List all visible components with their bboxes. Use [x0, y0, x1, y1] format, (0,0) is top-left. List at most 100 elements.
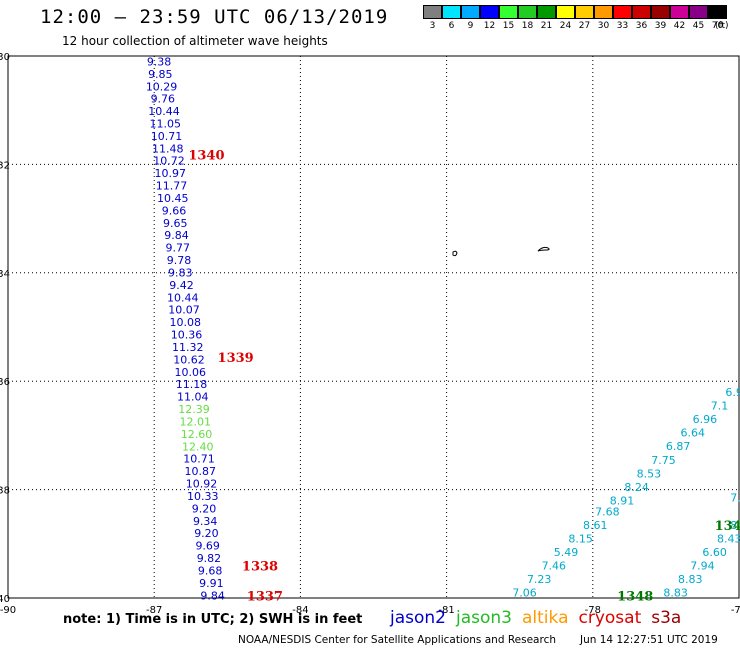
pass-number-label: 1348	[617, 589, 653, 604]
satellite-name: altika	[522, 608, 569, 628]
legend-label: 24	[559, 21, 572, 31]
wave-height-label: 8.61	[583, 519, 608, 532]
wave-height-label: 6.87	[666, 440, 691, 453]
wave-height-label: 7.46	[542, 559, 567, 572]
legend-label: 18	[521, 21, 534, 31]
legend-swatch	[651, 5, 670, 19]
legend-swatch	[480, 5, 499, 19]
wave-height-label: 10.44	[148, 105, 180, 118]
wave-height-label: 7.1	[711, 400, 729, 413]
wave-height-label: 10.29	[146, 80, 178, 93]
wave-height-label: 9.84	[164, 229, 189, 242]
wave-height-label: 10.71	[183, 453, 215, 466]
wave-height-label: 7.1	[730, 492, 740, 505]
legend-label: 36	[635, 21, 648, 31]
wave-height-label: 11.04	[177, 391, 209, 404]
wave-height-label: 6.64	[680, 427, 705, 440]
wave-height-label: 9.77	[166, 242, 191, 255]
legend-swatch	[575, 5, 594, 19]
legend-swatch	[499, 5, 518, 19]
y-tick-label: -34	[0, 269, 10, 280]
legend-label: 12	[483, 21, 496, 31]
x-tick-label: -87	[146, 605, 162, 616]
footer-timestamp: Jun 14 12:27:51 UTC 2019	[580, 634, 718, 646]
wave-height-label: 10.97	[155, 167, 187, 180]
wave-height-label: 6.9	[725, 386, 740, 399]
wave-height-label: 9.76	[151, 93, 176, 106]
x-tick-label: -78	[585, 605, 601, 616]
wave-height-label: 10.45	[157, 192, 189, 205]
wave-height-label: 8.3	[730, 519, 740, 532]
wave-height-label: 9.20	[192, 502, 217, 515]
wave-height-label: 9.38	[147, 55, 172, 68]
legend-swatch	[613, 5, 632, 19]
wave-height-label: 7.23	[527, 573, 552, 586]
legend-label: 15	[502, 21, 515, 31]
wave-height-label: 8.15	[568, 532, 593, 545]
wave-height-label: 9.34	[193, 515, 218, 528]
legend-swatch	[556, 5, 575, 19]
wave-height-label: 9.83	[168, 266, 193, 279]
legend-label: 27	[578, 21, 591, 31]
wave-height-label: 12.39	[178, 403, 210, 416]
wave-height-label: 9.85	[148, 68, 173, 81]
wave-height-label: 12.40	[182, 440, 214, 453]
wave-height-label: 11.77	[156, 180, 188, 193]
wave-height-label: 7.06	[512, 587, 537, 600]
wave-height-label: 9.68	[198, 564, 223, 577]
wave-height-label: 12.60	[181, 428, 213, 441]
wave-height-label: 9.69	[195, 540, 220, 553]
island-outline	[452, 250, 458, 257]
wave-height-label: 10.36	[171, 329, 203, 342]
wave-height-label: 11.48	[152, 142, 184, 155]
legend-swatch	[708, 5, 727, 19]
legend-label: 30	[597, 21, 610, 31]
legend-label: 39	[654, 21, 667, 31]
wave-height-label: 9.78	[167, 254, 192, 267]
legend-swatch	[423, 5, 442, 19]
wave-height-label: 11.32	[172, 341, 204, 354]
wave-height-label: 9.66	[162, 204, 187, 217]
wave-height-label: 12.01	[179, 415, 211, 428]
satellite-name: jason2	[390, 608, 446, 628]
satellite-legend: jason2 jason3 altika cryosat s3a	[390, 608, 691, 628]
legend-swatch	[632, 5, 651, 19]
legend-label: 9	[467, 21, 474, 31]
x-tick-label: -81	[438, 605, 454, 616]
wave-height-label: 11.18	[176, 378, 208, 391]
wave-height-label: 11.05	[150, 117, 182, 130]
wave-height-label: 10.92	[186, 478, 218, 491]
legend-label: 45	[692, 21, 705, 31]
legend-swatch	[689, 5, 708, 19]
wave-height-label: 6.96	[693, 413, 718, 426]
y-tick-label: -36	[0, 377, 10, 388]
legend-unit: (ft)	[715, 21, 729, 31]
legend-label: 3	[429, 21, 436, 31]
legend-label: 6	[448, 21, 455, 31]
wave-height-label: 7.68	[595, 505, 620, 518]
pass-number-label: 134	[715, 519, 740, 534]
wave-height-label: 10.62	[173, 353, 205, 366]
wave-height-label: 8.83	[663, 587, 688, 600]
wave-height-label: 8.24	[624, 481, 649, 494]
y-tick-label: -32	[0, 160, 10, 171]
wave-height-label: 7.94	[690, 559, 715, 572]
wave-height-label: 8.53	[637, 467, 662, 480]
legend-swatch	[442, 5, 461, 19]
wave-height-label: 10.44	[167, 291, 199, 304]
satellite-name: s3a	[651, 608, 682, 628]
chart-title: 12:00 — 23:59 UTC 06/13/2019	[40, 6, 389, 28]
wave-height-label: 9.82	[197, 552, 222, 565]
x-tick-label: -90	[0, 605, 16, 616]
wave-height-label: 10.07	[168, 304, 200, 317]
chart-subtitle: 12 hour collection of altimeter wave hei…	[62, 34, 328, 48]
pass-number-label: 1340	[188, 149, 224, 164]
wave-height-label: 10.71	[151, 130, 183, 143]
y-tick-label: -40	[0, 594, 10, 605]
wave-height-label: 8.91	[610, 494, 635, 507]
wave-height-label: 9.84	[200, 589, 225, 602]
wave-height-label: 9.42	[169, 279, 194, 292]
satellite-name: cryosat	[578, 608, 642, 628]
wave-height-label: 8.43	[717, 532, 740, 545]
